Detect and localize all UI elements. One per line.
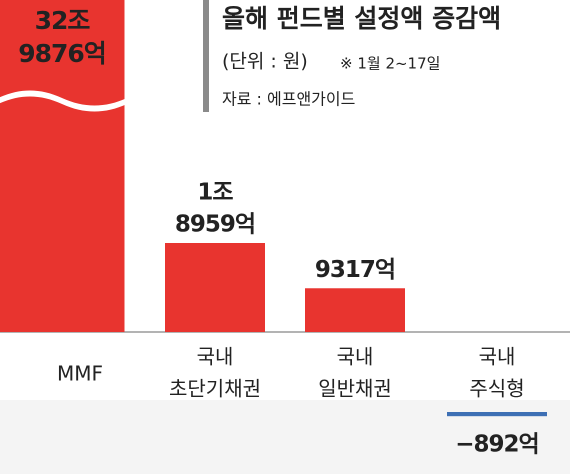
bar [165, 243, 265, 332]
x-tick-label: MMF [57, 362, 103, 386]
x-tick-label: 초단기채권 [169, 377, 261, 401]
chart-title: 올해 펀드별 설정액 증감액 [222, 4, 501, 33]
value-label: 9876억 [18, 39, 106, 68]
bar [305, 288, 405, 332]
value-label: 1조 [197, 180, 233, 206]
title-rule [203, 0, 209, 112]
note: ※ 1월 2~17일 [340, 55, 440, 73]
value-label: 9317억 [315, 257, 395, 283]
value-label: 32조 [35, 6, 91, 35]
x-tick-label: 주식형 [469, 377, 524, 401]
value-label: 8959억 [175, 212, 255, 238]
x-tick-label: 일반채권 [318, 377, 392, 401]
bar [447, 412, 547, 417]
value-label: −892억 [455, 432, 538, 458]
axis-break [0, 90, 127, 112]
bar [0, 0, 125, 332]
x-tick-label: 국내 [337, 345, 374, 369]
subtitle: (단위 : 원) [222, 51, 308, 73]
source: 자료 : 에프앤가이드 [222, 90, 355, 109]
x-tick-label: 국내 [479, 345, 516, 369]
x-tick-label: 국내 [197, 345, 234, 369]
